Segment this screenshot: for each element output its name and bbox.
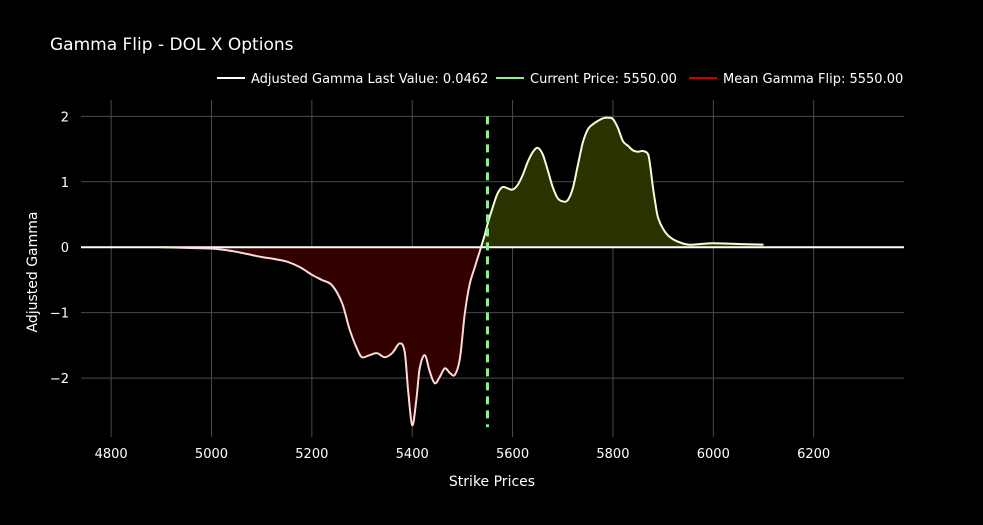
legend-item-gamma[interactable]: Adjusted Gamma Last Value: 0.0462 <box>217 72 488 87</box>
legend-label-current-price: Current Price: 5550.00 <box>530 72 677 87</box>
y-axis-title: Adjusted Gamma <box>25 212 41 333</box>
x-tick-label: 5200 <box>295 447 328 462</box>
legend: Adjusted Gamma Last Value: 0.0462 Curren… <box>217 72 903 87</box>
negative-gamma-area <box>162 247 481 426</box>
x-tick-label: 6000 <box>697 447 730 462</box>
x-axis-title: Strike Prices <box>449 474 535 490</box>
x-tick-label: 6200 <box>797 447 830 462</box>
tick-labels: 4800 5000 5200 5400 5600 5800 6000 6200 2 1 0 −1 −2 <box>50 110 830 462</box>
y-tick-label: −2 <box>50 372 69 387</box>
y-tick-label: −1 <box>50 307 69 322</box>
chart-title: Gamma Flip - DOL X Options <box>50 35 294 55</box>
y-tick-label: 1 <box>61 176 69 191</box>
gamma-line-negative <box>161 247 483 427</box>
positive-gamma-area <box>161 117 764 248</box>
legend-item-current-price[interactable]: Current Price: 5550.00 <box>496 72 677 87</box>
gamma-area-fills <box>161 117 764 426</box>
gamma-line-layer <box>161 116 764 427</box>
x-tick-label: 5800 <box>596 447 629 462</box>
x-tick-label: 5400 <box>396 447 429 462</box>
legend-item-mean-gamma-flip[interactable]: Mean Gamma Flip: 5550.00 <box>689 72 903 87</box>
x-tick-label: 4800 <box>95 447 128 462</box>
gamma-line-positive <box>161 116 764 248</box>
legend-label-mean-gamma-flip: Mean Gamma Flip: 5550.00 <box>723 72 903 87</box>
x-tick-label: 5000 <box>195 447 228 462</box>
y-tick-label: 0 <box>61 241 69 256</box>
y-tick-label: 2 <box>61 110 69 125</box>
legend-label-gamma: Adjusted Gamma Last Value: 0.0462 <box>251 72 488 87</box>
x-tick-label: 5600 <box>496 447 529 462</box>
